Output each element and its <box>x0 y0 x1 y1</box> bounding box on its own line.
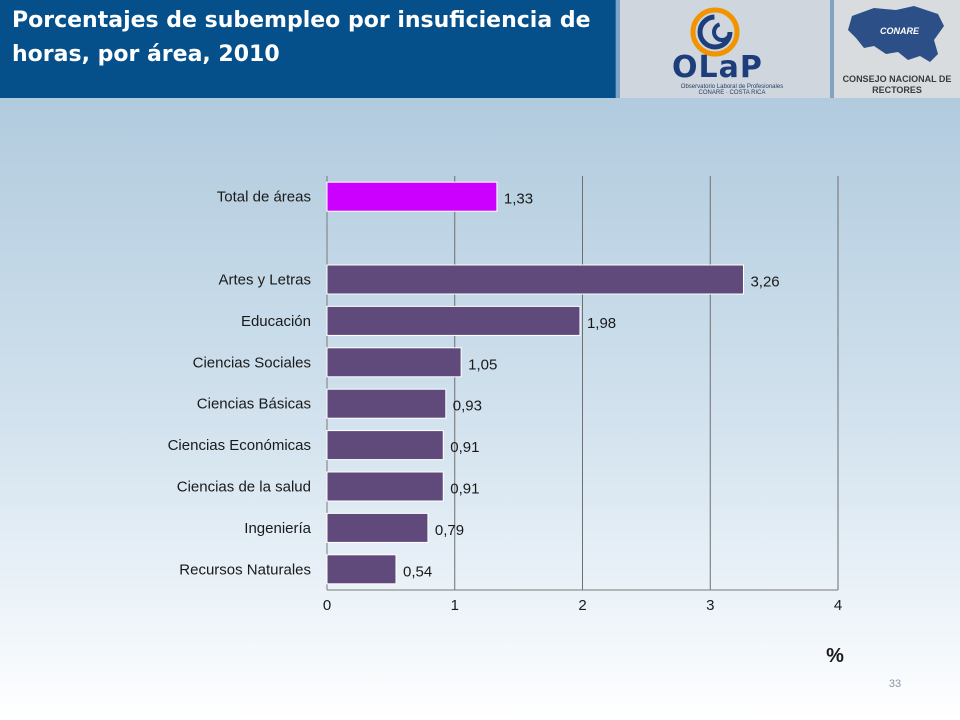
conare-logo <box>834 0 960 98</box>
category-labels: Total de áreas Artes y Letras Educación Cie… <box>168 189 312 579</box>
category-label: Educación <box>241 313 311 330</box>
conare-name: CONSEJO NACIONAL DE RECTORES <box>842 74 952 95</box>
header-bar: Porcentajes de subempleo por insuficienc… <box>0 0 960 98</box>
tick-label: 3 <box>706 597 714 614</box>
value-label: 1,33 <box>504 191 533 208</box>
category-label: Artes y Letras <box>218 272 311 289</box>
value-label: 0,93 <box>453 398 482 415</box>
costa-rica-map-icon <box>848 6 944 62</box>
chart-bars <box>326 181 744 585</box>
tick-label: 0 <box>323 597 331 614</box>
category-label: Recursos Naturales <box>179 561 311 578</box>
x-axis-label: % <box>826 645 844 667</box>
conare-badge: CONARE <box>880 26 920 36</box>
x-axis-ticks: 0 1 2 3 4 <box>323 597 842 614</box>
bar-chart: Total de áreas Artes y Letras Educación Cie… <box>168 176 844 667</box>
bar <box>326 264 744 295</box>
title-box: Porcentajes de subempleo por insuficienc… <box>0 0 616 98</box>
bar <box>326 347 462 378</box>
tick-label: 4 <box>834 597 842 614</box>
page-number: 33 <box>888 678 902 690</box>
bar <box>326 181 498 212</box>
value-label: 0,54 <box>403 563 432 580</box>
value-labels: 1,33 3,26 1,98 1,05 0,93 0,91 0,91 0,79 0,54 <box>403 191 780 581</box>
olap-emblem-icon <box>690 7 740 57</box>
bar <box>326 305 581 336</box>
category-label: Ingeniería <box>244 520 311 537</box>
olap-logo <box>620 0 830 98</box>
category-label: Total de áreas <box>217 189 311 206</box>
category-label: Ciencias de la salud <box>177 479 311 496</box>
category-label: Ciencias Sociales <box>193 354 311 371</box>
value-label: 1,05 <box>468 356 497 373</box>
tick-label: 1 <box>451 597 459 614</box>
tick-label: 2 <box>578 597 586 614</box>
value-label: 0,79 <box>435 522 464 539</box>
bar <box>326 512 429 543</box>
value-label: 0,91 <box>450 481 479 498</box>
olap-subtitle: Observatorio Laboral de Profesionales CO… <box>680 84 784 96</box>
value-label: 3,26 <box>750 274 779 291</box>
category-label: Ciencias Económicas <box>168 437 311 454</box>
slide-title: Porcentajes de subempleo por insuficienc… <box>12 8 591 67</box>
bar <box>326 554 397 585</box>
category-label: Ciencias Básicas <box>197 396 311 413</box>
bar <box>326 430 444 461</box>
bar <box>326 471 444 502</box>
olap-wordmark: OLaP <box>672 50 763 85</box>
bar <box>326 388 447 419</box>
value-label: 0,91 <box>450 439 479 456</box>
value-label: 1,98 <box>587 315 616 332</box>
